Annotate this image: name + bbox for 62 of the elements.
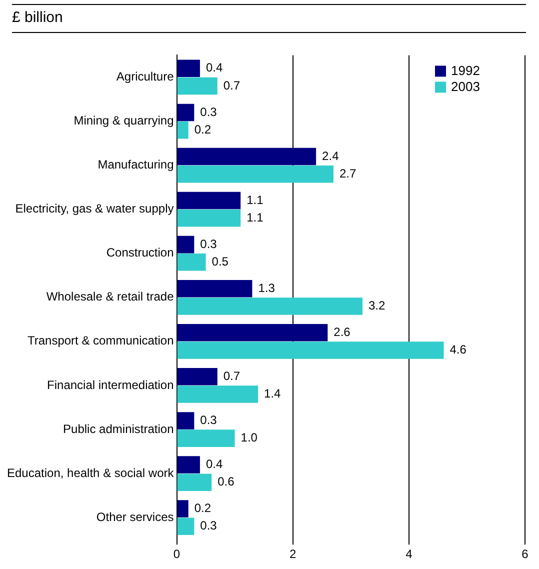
bar <box>177 236 194 254</box>
bar <box>177 456 200 474</box>
bar <box>177 412 194 430</box>
bar <box>177 518 194 536</box>
data-label: 0.7 <box>223 78 240 92</box>
legend-label: 2003 <box>451 78 480 94</box>
data-label: 0.3 <box>200 518 218 533</box>
bar <box>177 104 194 122</box>
x-tick-label: 2 <box>289 547 296 562</box>
data-label: 2.6 <box>334 324 351 339</box>
data-label: 0.6 <box>218 474 235 489</box>
y-tick-label: Construction <box>106 246 174 260</box>
data-label: 1.1 <box>246 210 264 224</box>
data-label: 0.3 <box>200 104 218 119</box>
data-label: 0.3 <box>200 413 218 428</box>
data-label: 0.4 <box>206 457 223 472</box>
bar <box>177 148 316 166</box>
data-label: 2.7 <box>339 166 356 180</box>
bar <box>177 280 252 298</box>
legend-label: 1992 <box>451 62 480 78</box>
y-tick-label: Financial intermediation <box>47 378 174 392</box>
data-label: 1.1 <box>246 192 264 207</box>
data-label: 0.3 <box>200 236 218 251</box>
bar <box>177 60 200 78</box>
data-label: 1.3 <box>258 280 276 295</box>
bar <box>177 342 444 359</box>
text: £ billion <box>12 4 526 33</box>
x-tick-label: 0 <box>173 547 180 562</box>
y-tick-label: Electricity, gas & water supply <box>15 202 174 216</box>
y-tick-label: Wholesale & retail trade <box>46 290 174 304</box>
y-tick-label: Transport & communication <box>27 334 174 348</box>
bar <box>177 430 235 447</box>
y-tick-label: Public administration <box>63 422 174 436</box>
y-tick-label: Other services <box>96 510 174 524</box>
data-label: 0.2 <box>194 501 212 516</box>
data-label: 0.5 <box>212 254 229 268</box>
data-label: 1.4 <box>264 386 282 401</box>
data-label: 2.4 <box>322 148 340 163</box>
bar <box>177 500 188 518</box>
bar <box>177 192 241 210</box>
y-tick-label: Education, health & social work <box>6 466 175 480</box>
bar <box>177 474 212 491</box>
data-label: 1.0 <box>240 430 258 445</box>
data-label: 0.2 <box>194 122 212 136</box>
bar <box>177 324 328 342</box>
bar <box>177 254 206 271</box>
y-tick-label: Agriculture <box>116 70 174 84</box>
bar <box>177 210 241 227</box>
bar <box>177 368 218 386</box>
bar <box>177 121 188 139</box>
y-tick-label: Mining & quarrying <box>74 114 174 128</box>
bar <box>177 165 334 183</box>
data-label: 3.2 <box>368 298 386 313</box>
data-label: 4.6 <box>450 342 467 357</box>
bar <box>177 386 258 403</box>
y-tick-label: Manufacturing <box>98 158 174 172</box>
data-label: 0.7 <box>223 368 240 383</box>
data-label: 0.4 <box>206 60 223 75</box>
bar <box>177 77 218 95</box>
x-tick-label: 4 <box>406 547 413 562</box>
x-tick-label: 6 <box>522 547 529 562</box>
bar <box>177 298 362 315</box>
